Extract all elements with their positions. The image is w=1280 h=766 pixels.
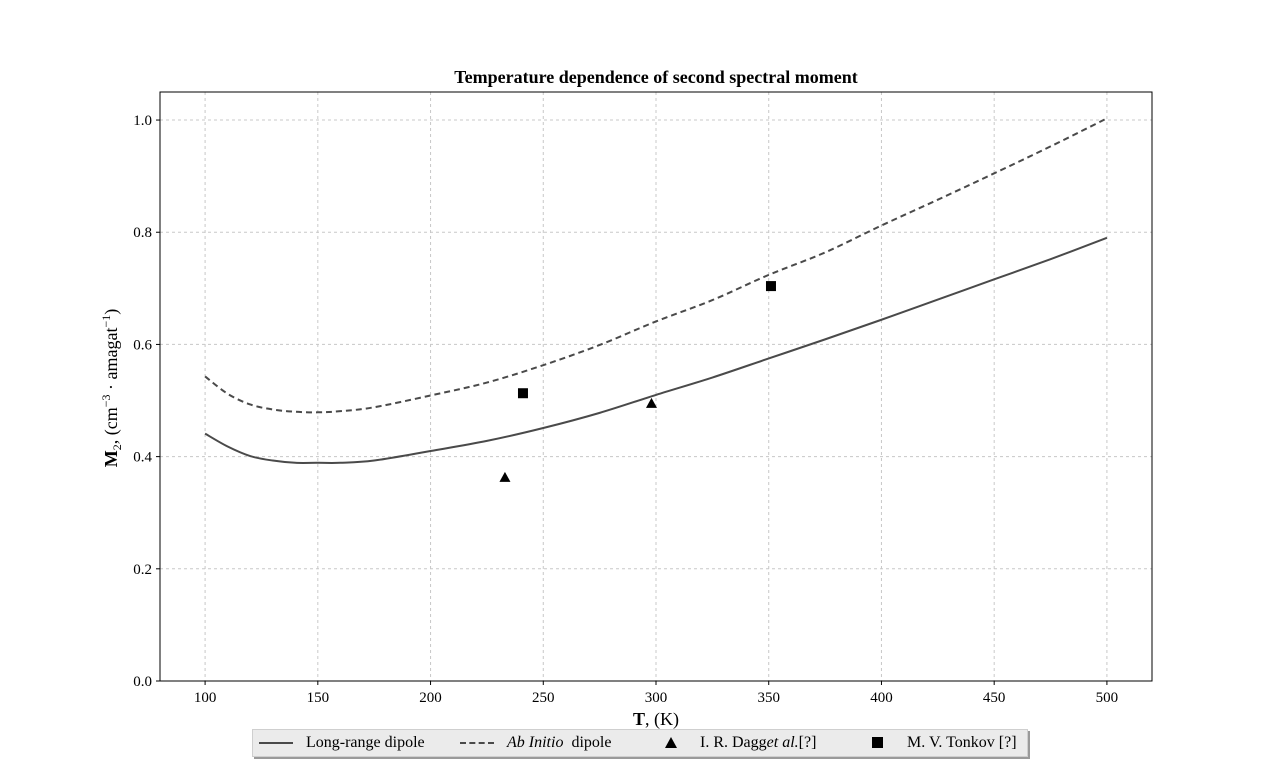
x-tick-label: 450 bbox=[983, 690, 1006, 706]
y-tick-label: 1.0 bbox=[133, 113, 152, 129]
x-axis-label: T, (K) bbox=[633, 709, 679, 730]
legend-item-tonkov: M. V. Tonkov [?] bbox=[858, 730, 1017, 756]
x-tick-label: 200 bbox=[419, 690, 442, 706]
triangle-data-point bbox=[645, 397, 657, 408]
legend-label: Long-range dipole bbox=[306, 734, 425, 751]
y-tick-label: 0.6 bbox=[133, 337, 152, 353]
series-line-2 bbox=[204, 117, 1108, 414]
legend-item-long-range: Long-range dipole bbox=[257, 730, 425, 756]
legend: Long-range dipole Ab Initio dipole I. R.… bbox=[252, 729, 1028, 757]
square-marker-icon bbox=[858, 736, 896, 750]
y-tick-label: 0.8 bbox=[133, 225, 152, 241]
square-data-point bbox=[517, 388, 528, 399]
legend-label-italic: Ab Initio bbox=[507, 734, 564, 751]
legend-label: M. V. Tonkov [?] bbox=[907, 734, 1017, 751]
y-tick-label: 0.4 bbox=[133, 450, 152, 466]
y-tick-label: 0.2 bbox=[133, 562, 152, 578]
legend-label: dipole bbox=[571, 734, 612, 751]
legend-label-italic: et al. bbox=[766, 734, 799, 751]
triangle-data-point bbox=[499, 471, 511, 482]
square-data-point bbox=[765, 281, 776, 292]
x-tick-label: 150 bbox=[307, 690, 330, 706]
x-tick-label: 100 bbox=[194, 690, 217, 706]
legend-item-dagg: I. R. Dagg et al. [?] bbox=[651, 730, 816, 756]
x-tick-label: 250 bbox=[532, 690, 555, 706]
legend-label-ref: [?] bbox=[798, 734, 817, 751]
triangle-marker-icon bbox=[651, 736, 689, 750]
series-line-1 bbox=[204, 236, 1108, 464]
chart-title: Temperature dependence of second spectra… bbox=[454, 67, 857, 87]
x-tick-label: 500 bbox=[1096, 690, 1119, 706]
x-tick-label: 300 bbox=[645, 690, 668, 706]
series-layer bbox=[204, 117, 1108, 482]
x-tick-label: 400 bbox=[870, 690, 893, 706]
grid-lines bbox=[160, 92, 1152, 682]
dashed-line-icon bbox=[458, 736, 496, 750]
legend-label: I. R. Dagg bbox=[700, 734, 767, 751]
tick-layer: 100 150 200 250 300 350 400 450 500 0.0 0.2 0.4 0.6 0… bbox=[133, 113, 1118, 706]
y-tick-label: 0.0 bbox=[133, 674, 152, 690]
legend-item-ab-initio: Ab Initio dipole bbox=[458, 730, 611, 756]
x-tick-label: 350 bbox=[757, 690, 780, 706]
solid-line-icon bbox=[257, 736, 295, 750]
y-axis-label: M2, (cm−3 · amagat−1) bbox=[99, 309, 124, 468]
